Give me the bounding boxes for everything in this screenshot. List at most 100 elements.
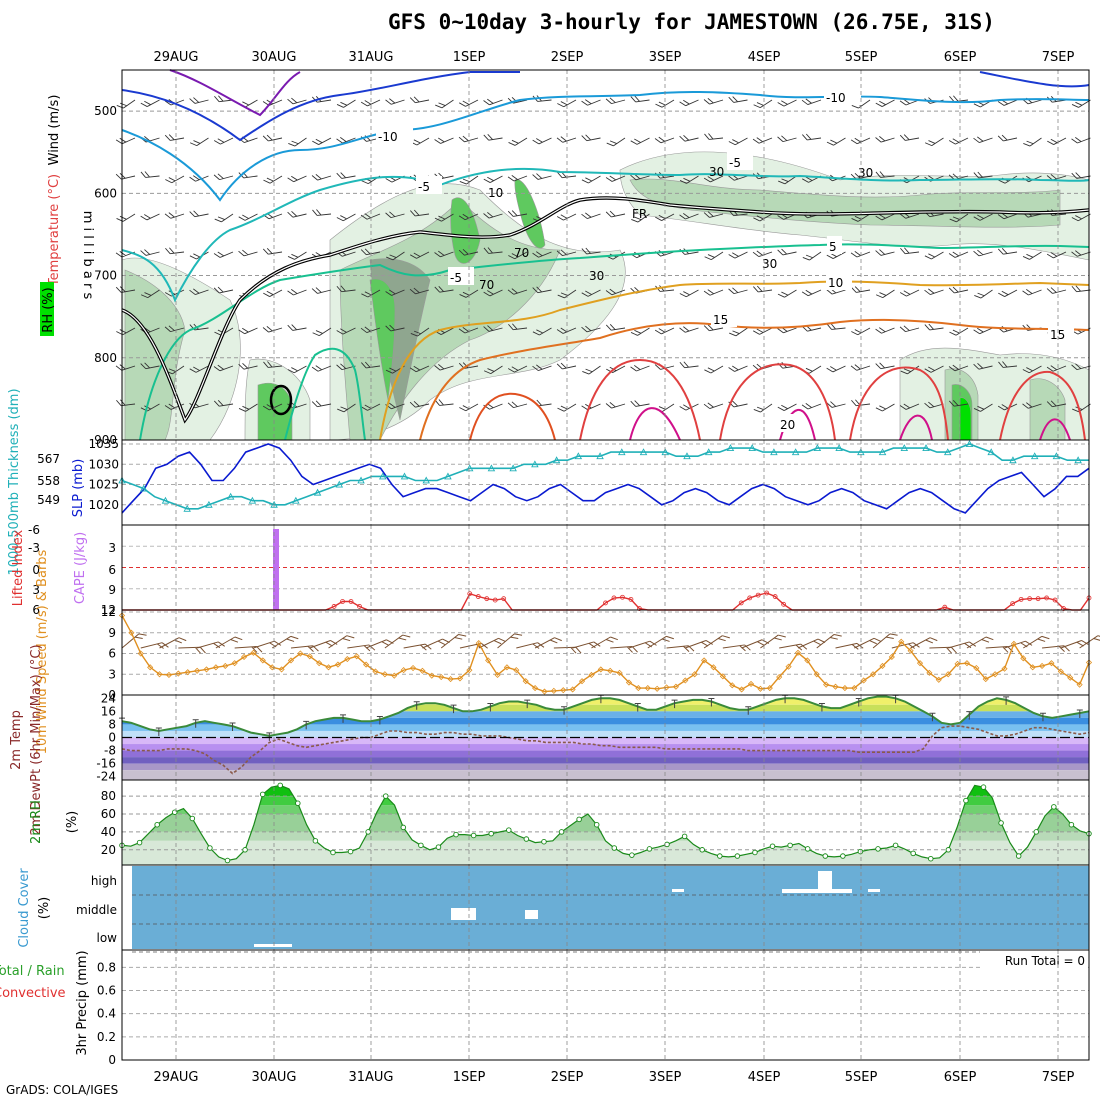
wind-barb bbox=[213, 286, 234, 294]
lifted-index-marker bbox=[475, 594, 481, 599]
chart-title: GFS 0~10day 3-hourly for JAMESTOWN (26.7… bbox=[388, 10, 995, 34]
wind-barb bbox=[312, 209, 332, 216]
rh-region bbox=[959, 397, 972, 441]
wind-barb bbox=[458, 135, 479, 143]
cloud-patch bbox=[672, 889, 684, 892]
wind-barb bbox=[360, 248, 381, 256]
wind-barb bbox=[483, 365, 503, 375]
thickness-marker bbox=[1030, 452, 1039, 460]
thickness-marker bbox=[748, 444, 756, 452]
wind-barb bbox=[654, 327, 675, 335]
rh-marker bbox=[523, 836, 530, 842]
wind-barb bbox=[337, 403, 356, 413]
wind-speed-marker bbox=[259, 657, 266, 664]
rh-marker bbox=[629, 852, 635, 858]
wind-barb bbox=[1023, 635, 1050, 649]
date-label-bottom: 31AUG bbox=[348, 1070, 393, 1085]
cape-lifted-panel: -6 -3 0 3 6 12 9 6 3 Lifted Index CAPE (J/kg) bbox=[11, 523, 1092, 617]
y-tick-label: 20 bbox=[101, 843, 116, 857]
minmax-tick bbox=[266, 732, 273, 741]
rh-unit-label: (%) bbox=[65, 811, 80, 834]
wind-barb bbox=[287, 97, 307, 105]
date-label-bottom: 4SEP bbox=[748, 1070, 781, 1085]
wind-speed-marker bbox=[212, 664, 219, 671]
wind-speed-marker bbox=[184, 669, 191, 676]
wind-barb bbox=[115, 286, 136, 293]
wind-barb bbox=[196, 641, 225, 649]
rh-marker bbox=[418, 842, 424, 849]
thickness-marker bbox=[1009, 456, 1017, 464]
wind-speed-marker bbox=[456, 675, 464, 682]
wind-barb bbox=[434, 137, 454, 144]
date-label-top: 3SEP bbox=[649, 50, 682, 65]
rh-marker bbox=[259, 791, 266, 798]
temp-band bbox=[122, 730, 1089, 738]
wind-speed-marker bbox=[194, 667, 201, 674]
wind-barb bbox=[309, 640, 338, 649]
wind-barb bbox=[140, 171, 160, 178]
slp-thickness-panel: 1020 1025 1030 1035 549 558 567 1000-500mb Thic… bbox=[7, 388, 1090, 576]
wind-speed-marker bbox=[137, 650, 144, 657]
wind-barb bbox=[647, 635, 674, 649]
wind-barb bbox=[534, 637, 562, 649]
temp-band bbox=[122, 704, 1089, 712]
rh-marker bbox=[699, 847, 705, 853]
wind-barb bbox=[985, 645, 1014, 653]
temperature-contour bbox=[579, 358, 701, 441]
minmax-tick bbox=[376, 716, 383, 725]
lifted-index-marker bbox=[1052, 597, 1058, 603]
wind-speed-marker bbox=[344, 655, 351, 663]
wind-barb bbox=[679, 326, 699, 333]
wind-barb bbox=[553, 646, 582, 654]
wind-barb bbox=[899, 134, 920, 141]
slp-axis-label: SLP (mb) bbox=[71, 459, 86, 518]
wind-barb bbox=[924, 251, 944, 260]
y-tick-label: 600 bbox=[94, 186, 117, 200]
wind-barb bbox=[189, 137, 209, 147]
wind-speed-marker bbox=[1029, 664, 1036, 671]
wind-barb bbox=[347, 644, 376, 652]
wind-barb bbox=[556, 136, 577, 143]
wind-barb bbox=[973, 171, 993, 179]
wind-speed-marker bbox=[860, 677, 867, 684]
wind-barb bbox=[115, 172, 136, 180]
lifted-index-marker bbox=[467, 591, 473, 597]
wind-barb bbox=[557, 403, 577, 412]
wind-speed-marker bbox=[710, 664, 717, 671]
lifted-index-marker bbox=[942, 604, 948, 610]
wind-barb bbox=[703, 98, 724, 105]
wind-barb bbox=[630, 95, 650, 103]
y-tick-label-left: 558 bbox=[37, 474, 60, 488]
wind-barb bbox=[722, 644, 751, 652]
rh-marker bbox=[822, 853, 829, 859]
wind-speed-marker bbox=[578, 678, 586, 685]
thickness-marker bbox=[965, 440, 974, 447]
wind-barb bbox=[630, 137, 650, 145]
wind-speed-marker bbox=[560, 687, 567, 694]
wind-barb bbox=[875, 136, 895, 143]
wind-barb bbox=[189, 288, 209, 295]
rh-marker bbox=[576, 816, 582, 823]
rh-marker bbox=[998, 820, 1004, 826]
cloud-level-label: low bbox=[97, 931, 118, 945]
wind-barb bbox=[140, 213, 160, 221]
y-tick-label: 0 bbox=[108, 1053, 116, 1067]
wind-speed-marker bbox=[222, 662, 229, 670]
thickness-marker bbox=[226, 492, 235, 500]
wind-barb bbox=[178, 646, 206, 654]
wind-speed-marker bbox=[532, 685, 539, 692]
wind-barb bbox=[998, 289, 1018, 297]
rh-band bbox=[122, 805, 1089, 814]
y-tick-label-right: 6 bbox=[108, 563, 116, 577]
thickness-marker bbox=[379, 472, 387, 480]
temperature-contour bbox=[719, 363, 836, 441]
wind-barb bbox=[948, 137, 969, 145]
thickness-marker bbox=[487, 464, 496, 472]
date-label-top: 30AUG bbox=[251, 50, 296, 65]
wind-barb bbox=[910, 637, 938, 649]
wind-barb bbox=[728, 287, 748, 295]
thickness-marker bbox=[161, 496, 170, 504]
wind-speed-marker bbox=[879, 662, 886, 670]
wind-speed-marker bbox=[907, 647, 914, 654]
label-bg bbox=[1048, 324, 1074, 342]
